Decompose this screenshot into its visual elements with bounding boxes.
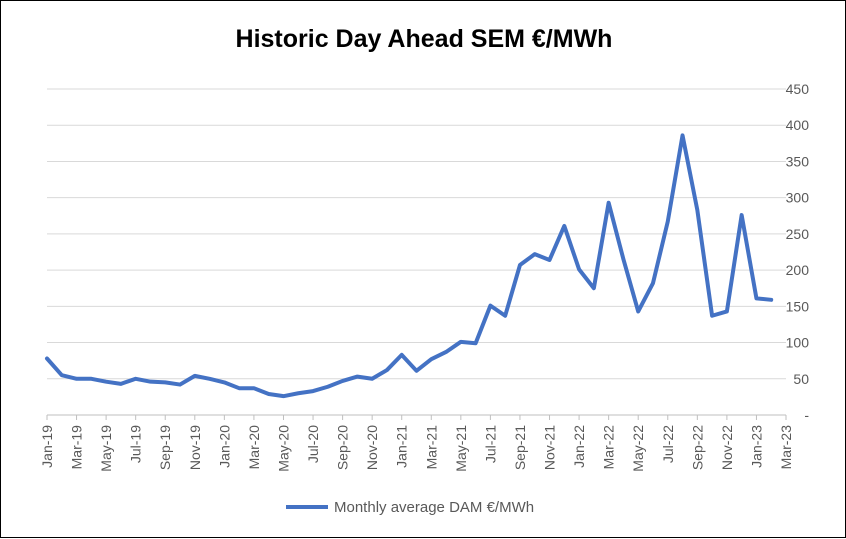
x-tick-label: Mar-19 (69, 425, 85, 470)
y-tick-label: 100 (786, 335, 810, 351)
x-tick-label: May-22 (630, 425, 646, 472)
x-tick-label: Jan-23 (748, 425, 764, 468)
x-tick-label: Sep-21 (512, 425, 528, 470)
y-tick-label: 150 (786, 298, 810, 314)
y-tick-label: 200 (786, 262, 810, 278)
x-tick-label: Mar-21 (423, 425, 439, 470)
x-tick-label: Sep-20 (335, 425, 351, 470)
x-tick-label: Jul-20 (305, 425, 321, 463)
x-tick-label: Mar-20 (246, 425, 262, 470)
x-tick-label: Nov-19 (187, 425, 203, 470)
y-tick-label: 250 (786, 226, 810, 242)
x-tick-label: Jan-22 (571, 425, 587, 468)
x-tick-label: Mar-23 (778, 425, 794, 470)
gridlines (47, 88, 786, 380)
x-tick-label: May-19 (98, 425, 114, 472)
x-tick-label: Sep-19 (157, 425, 173, 470)
x-tick-label: Nov-22 (719, 425, 735, 470)
x-tick-label: Nov-21 (542, 425, 558, 470)
y-tick-label: 350 (786, 153, 810, 169)
x-axis (46, 414, 787, 420)
y-tick-label: 300 (786, 190, 810, 206)
x-tick-labels: Jan-19 Mar-19 May-19 Jul-19 Sep-19 Nov-19 Jan-… (39, 425, 794, 472)
x-tick-label: May-20 (275, 425, 291, 472)
x-tick-label: Jan-21 (394, 425, 410, 468)
x-tick-label: May-21 (453, 425, 469, 472)
y-tick-label: 50 (793, 371, 809, 387)
x-tick-label: Sep-22 (689, 425, 705, 470)
series-line (45, 133, 774, 399)
y-axis: - 50 100 150 200 250 300 350 400 450 (786, 81, 810, 423)
x-tick-label: Jan-20 (216, 425, 232, 468)
x-tick-label: Mar-22 (601, 425, 617, 470)
y-tick-label: 400 (786, 117, 810, 133)
legend-label: Monthly average DAM €/MWh (334, 499, 534, 516)
y-tick-label: 450 (786, 81, 810, 97)
legend: Monthly average DAM €/MWh (286, 499, 534, 516)
series-layer (45, 133, 774, 399)
x-tick-label: Jul-22 (660, 425, 676, 463)
x-tick-label: Jul-19 (128, 425, 144, 463)
x-tick-label: Jul-21 (482, 425, 498, 463)
y-tick-label: - (804, 407, 809, 423)
chart-title: Historic Day Ahead SEM €/MWh (236, 25, 613, 53)
x-tick-label: Nov-20 (364, 425, 380, 470)
x-tick-label: Jan-19 (39, 425, 55, 468)
